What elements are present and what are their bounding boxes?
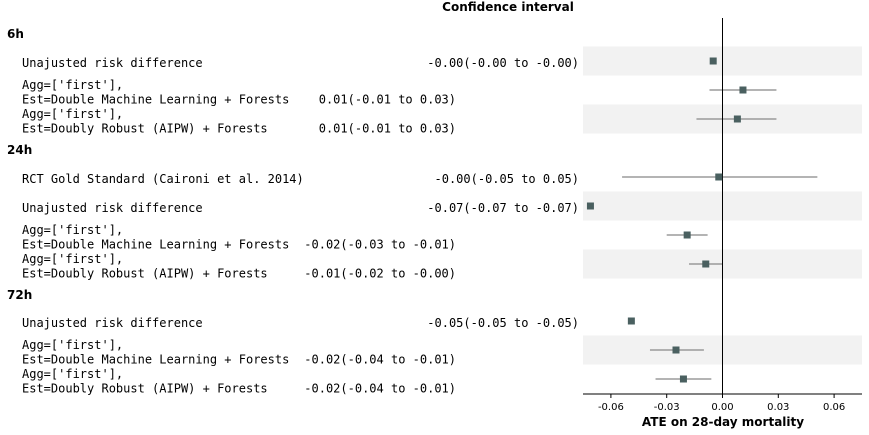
row-label: Unajusted risk difference	[22, 201, 203, 215]
row-label: Agg=['first'],	[22, 367, 123, 381]
row-label: Agg=['first'],	[22, 338, 123, 352]
ci-text: -0.02(-0.04 to -0.01)	[304, 382, 456, 396]
estimate-marker	[683, 231, 691, 239]
row-labels: 6h Unajusted risk difference -0.00(-0.00 t…	[7, 27, 579, 396]
x-axis: -0.06 -0.03 0.00 0.03 0.06	[583, 393, 862, 413]
estimate-marker	[715, 173, 723, 181]
row-label: Unajusted risk difference	[22, 316, 203, 330]
row-label: Est=Double Machine Learning + Forests	[22, 93, 289, 107]
estimate-marker	[627, 317, 635, 325]
row-label: Agg=['first'],	[22, 223, 123, 237]
ci-text: -0.01(-0.02 to -0.00)	[304, 267, 456, 281]
group-label: 6h	[7, 27, 24, 41]
estimate-marker	[672, 346, 680, 354]
ci-text: -0.07(-0.07 to -0.07)	[427, 201, 579, 215]
x-tick-label: 0.06	[823, 402, 845, 413]
estimate-marker	[679, 375, 687, 383]
estimate-marker	[586, 202, 594, 210]
ci-text: 0.01(-0.01 to 0.03)	[319, 122, 456, 136]
ci-text: 0.01(-0.01 to 0.03)	[319, 93, 456, 107]
chart-title: Confidence interval	[442, 0, 574, 14]
row-label: Est=Doubly Robust (AIPW) + Forests	[22, 267, 268, 281]
row-label: Est=Doubly Robust (AIPW) + Forests	[22, 122, 268, 136]
group-label: 72h	[7, 288, 32, 302]
ci-text: -0.02(-0.03 to -0.01)	[304, 238, 456, 252]
estimate-marker	[733, 115, 741, 123]
x-tick-label: -0.06	[598, 402, 624, 413]
x-axis-label: ATE on 28-day mortality	[642, 415, 804, 429]
group-label: 24h	[7, 143, 32, 157]
estimate-marker	[739, 86, 747, 94]
x-tick-label: 0.00	[711, 402, 733, 413]
x-tick-label: -0.03	[654, 402, 680, 413]
estimate-marker	[702, 260, 710, 268]
row-label: Est=Double Machine Learning + Forests	[22, 238, 289, 252]
row-label: Agg=['first'],	[22, 78, 123, 92]
ci-text: -0.00(-0.05 to 0.05)	[435, 172, 580, 186]
row-label: Est=Doubly Robust (AIPW) + Forests	[22, 382, 268, 396]
ci-text: -0.02(-0.04 to -0.01)	[304, 353, 456, 367]
ci-text: -0.00(-0.00 to -0.00)	[427, 56, 579, 70]
ci-text: -0.05(-0.05 to -0.05)	[427, 316, 579, 330]
row-label: RCT Gold Standard (Caironi et al. 2014)	[22, 172, 304, 186]
point-estimates	[586, 57, 747, 383]
row-label: Unajusted risk difference	[22, 56, 203, 70]
estimate-marker	[709, 57, 717, 65]
row-label: Agg=['first'],	[22, 252, 123, 266]
row-label: Est=Double Machine Learning + Forests	[22, 353, 289, 367]
x-tick-label: 0.03	[767, 402, 789, 413]
row-label: Agg=['first'],	[22, 107, 123, 121]
